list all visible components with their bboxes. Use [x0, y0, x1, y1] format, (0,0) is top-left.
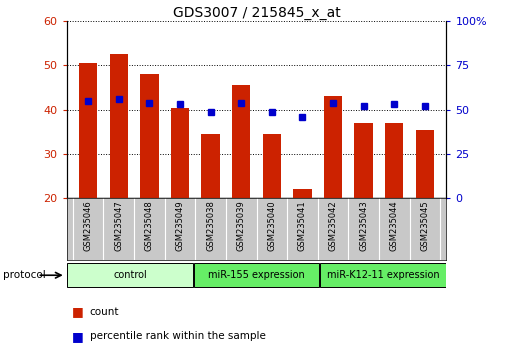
Text: protocol: protocol [3, 270, 45, 280]
Bar [385, 123, 403, 198]
Text: percentile rank within the sample: percentile rank within the sample [90, 331, 266, 341]
Text: GSM235038: GSM235038 [206, 200, 215, 251]
Text: miR-K12-11 expression: miR-K12-11 expression [327, 270, 439, 280]
Text: GSM235049: GSM235049 [175, 200, 185, 251]
Bar [263, 134, 281, 198]
Bar [202, 134, 220, 198]
Text: count: count [90, 307, 120, 316]
Text: GSM235045: GSM235045 [420, 200, 429, 251]
Text: ■: ■ [72, 330, 84, 343]
Bar [416, 130, 434, 198]
Text: ■: ■ [72, 305, 84, 318]
Text: GSM235039: GSM235039 [236, 200, 246, 251]
Text: GSM235041: GSM235041 [298, 200, 307, 251]
Text: GSM235048: GSM235048 [145, 200, 154, 251]
Text: miR-155 expression: miR-155 expression [208, 270, 305, 280]
Bar [324, 97, 342, 198]
Bar [232, 85, 250, 198]
Bar [110, 55, 128, 198]
Bar [140, 74, 159, 198]
Bar [171, 108, 189, 198]
Text: GSM235047: GSM235047 [114, 200, 123, 251]
Bar [354, 123, 373, 198]
Bar [67, 263, 192, 287]
Title: GDS3007 / 215845_x_at: GDS3007 / 215845_x_at [173, 6, 340, 20]
Text: GSM235046: GSM235046 [84, 200, 93, 251]
Bar [293, 189, 311, 198]
Bar [194, 263, 319, 287]
Bar [79, 63, 97, 198]
Text: GSM235040: GSM235040 [267, 200, 277, 251]
Text: GSM235044: GSM235044 [390, 200, 399, 251]
Text: GSM235043: GSM235043 [359, 200, 368, 251]
Bar [321, 263, 446, 287]
Text: control: control [113, 270, 147, 280]
Text: GSM235042: GSM235042 [328, 200, 338, 251]
